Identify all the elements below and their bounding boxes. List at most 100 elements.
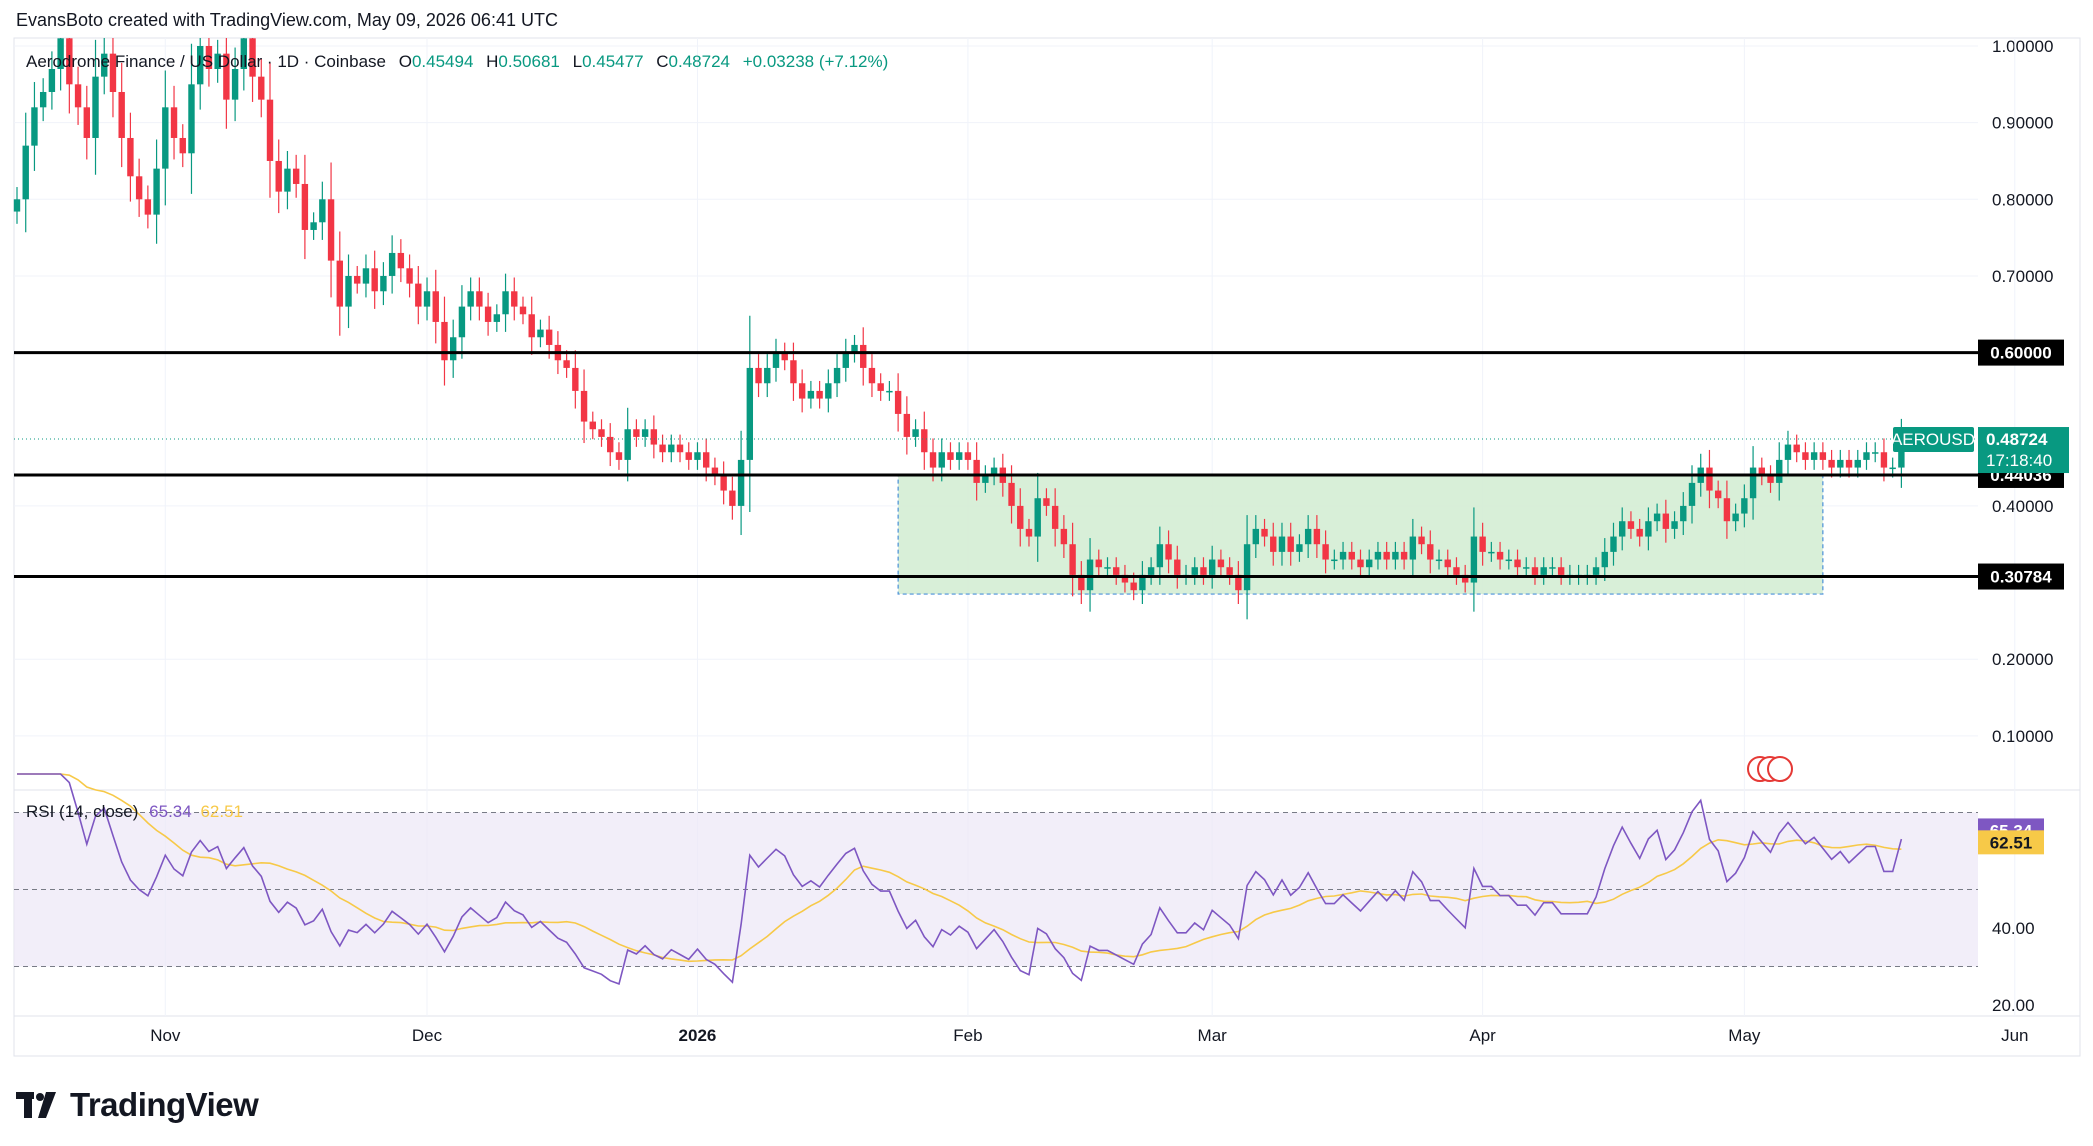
candle-body xyxy=(1034,498,1041,537)
candle-body xyxy=(1095,559,1102,568)
candle-body xyxy=(1749,467,1757,499)
candle-body xyxy=(327,199,335,261)
candle-body xyxy=(790,360,797,384)
candle-body xyxy=(1453,567,1460,575)
candle-body xyxy=(1444,559,1451,568)
candle-body xyxy=(1409,536,1417,560)
candle-body xyxy=(1322,544,1329,560)
candle-body xyxy=(563,360,570,368)
candle-body xyxy=(528,314,535,338)
candle-body xyxy=(397,252,405,269)
candle-body xyxy=(1470,536,1478,583)
candle-body xyxy=(1017,505,1024,529)
candle-body xyxy=(772,352,780,368)
time-axis-label: 2026 xyxy=(679,1026,717,1045)
last-price-label: 0.48724 xyxy=(1986,430,2048,449)
candle-body xyxy=(511,291,518,307)
candle-body xyxy=(179,137,186,154)
candle-body xyxy=(135,176,143,200)
candle-body xyxy=(633,429,640,437)
candle-body xyxy=(921,429,928,453)
candle-body xyxy=(580,390,588,422)
candle-body xyxy=(1627,521,1635,529)
candle-body xyxy=(1156,544,1164,568)
candle-body xyxy=(39,91,47,108)
candle-body xyxy=(231,68,239,100)
candle-body xyxy=(659,444,666,453)
rsi-tick-label: 20.00 xyxy=(1992,996,2035,1015)
candle-body xyxy=(1531,567,1539,575)
candle-body xyxy=(607,436,614,453)
candle-body xyxy=(1610,536,1617,552)
candle-body xyxy=(240,38,248,69)
candle-body xyxy=(467,291,474,307)
candle-body xyxy=(22,145,29,200)
candle-body xyxy=(1121,574,1129,583)
candle-body xyxy=(807,390,815,399)
level-price-label: 0.30784 xyxy=(1990,568,2052,587)
price-tick-label: 0.20000 xyxy=(1992,650,2053,669)
candle-body xyxy=(1714,490,1722,499)
candle-body xyxy=(1793,444,1800,453)
candle-body xyxy=(1653,513,1661,522)
candle-body xyxy=(912,429,919,437)
candle-body xyxy=(1688,482,1696,506)
candle-body xyxy=(1601,551,1608,568)
us-flag-event-icon xyxy=(1767,756,1793,782)
candle-body xyxy=(702,452,710,468)
candle-body xyxy=(537,329,544,338)
candle-body xyxy=(1078,574,1085,591)
candle-body xyxy=(458,306,466,338)
time-axis-label: Apr xyxy=(1469,1026,1496,1045)
low-value: 0.45477 xyxy=(582,52,644,71)
symbol-legend: Aerodrome Finance / US Dollar · 1D · Coi… xyxy=(26,52,888,72)
rsi-name[interactable]: RSI (14, close) xyxy=(26,802,139,821)
candle-body xyxy=(153,168,160,215)
candle-body xyxy=(319,199,326,223)
candle-body xyxy=(798,383,806,399)
rsi-legend-value: 65.34 xyxy=(149,802,192,821)
ticker-tag xyxy=(1893,427,1974,453)
candle-body xyxy=(1331,559,1338,562)
candle-body xyxy=(685,452,692,460)
candle-body xyxy=(336,260,343,307)
candle-body xyxy=(1270,536,1277,552)
rsi-tick-label: 40.00 xyxy=(1992,919,2035,938)
candle-body xyxy=(450,337,457,361)
candle-body xyxy=(1374,551,1382,560)
candle-body xyxy=(1845,459,1853,468)
candle-body xyxy=(903,413,911,437)
candle-body xyxy=(1776,459,1783,483)
candle-body xyxy=(1872,452,1879,454)
candle-body xyxy=(877,383,884,391)
candle-body xyxy=(1723,498,1731,522)
price-tick-label: 0.80000 xyxy=(1992,190,2053,209)
chart-frame xyxy=(13,37,2081,1057)
candle-body xyxy=(1523,567,1530,569)
candle-body xyxy=(1514,559,1521,568)
candle-body xyxy=(990,467,998,476)
candle-body xyxy=(144,199,152,215)
candle-body xyxy=(964,452,972,460)
candle-body xyxy=(1418,536,1425,545)
candle-body xyxy=(1348,551,1355,560)
candle-body xyxy=(729,490,736,506)
last-price-tag xyxy=(1978,427,2069,474)
time-axis-label: May xyxy=(1728,1026,1761,1045)
candle-body xyxy=(1278,536,1286,552)
candle-body xyxy=(1898,439,1905,468)
tradingview-logo-text: TradingView xyxy=(70,1086,259,1123)
candle-body xyxy=(1592,567,1600,575)
candle-body xyxy=(1200,567,1207,575)
candle-body xyxy=(127,137,134,177)
candle-body xyxy=(1802,452,1809,460)
candle-body xyxy=(101,53,108,77)
candle-body xyxy=(1025,528,1033,537)
candle-body xyxy=(275,160,282,192)
candle-body xyxy=(406,268,413,284)
candle-body xyxy=(650,429,658,445)
candle-body xyxy=(484,306,492,322)
time-axis-label: Mar xyxy=(1198,1026,1228,1045)
symbol-name[interactable]: Aerodrome Finance / US Dollar · 1D · Coi… xyxy=(26,52,386,71)
